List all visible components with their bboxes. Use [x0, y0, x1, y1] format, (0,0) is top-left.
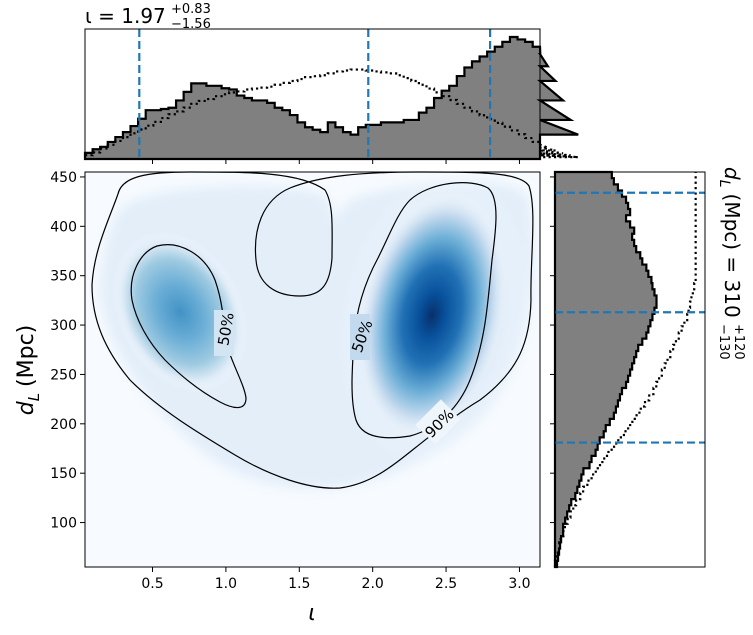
- right-credible-interval-lines: [555, 191, 705, 444]
- x-tick-label: 3.0: [508, 576, 530, 592]
- contour-50-percent-left: [130, 244, 247, 409]
- right-title-rest: (Mpc) = 310: [720, 194, 744, 318]
- top-credible-interval-lines: [138, 29, 492, 159]
- y-axis-label-sub: L: [25, 393, 43, 401]
- contour-label-bg-90: [415, 399, 461, 445]
- top-histogram-bars: [83, 35, 579, 161]
- joint-panel: 50% 50% 90% 0.5 1.0 1.5 2.0 2.5 3.0 100150200…: [14, 170, 541, 626]
- y-axis-label-unit: (Mpc): [14, 325, 39, 387]
- y-tick-label: 350: [50, 269, 77, 285]
- top-marginal-panel: ι = 1.97 +0.83 −1.56: [83, 2, 579, 164]
- contour-label-bg-right: [350, 314, 370, 360]
- right-title-subscript: −130: [716, 324, 731, 360]
- y-tick-label: 300: [50, 318, 77, 334]
- heatmap-right-mode: [356, 191, 508, 439]
- contour-90-percent: [91, 171, 534, 489]
- y-tick-label: 450: [50, 170, 77, 186]
- top-title-base: ι = 1.97: [85, 4, 166, 28]
- top-panel-frame: [84, 28, 541, 160]
- x-tick-label: 0.5: [141, 576, 163, 592]
- top-title: ι = 1.97: [85, 4, 166, 28]
- y-tick-label: 100: [50, 516, 77, 532]
- y-tick-label: 150: [50, 466, 77, 482]
- x-axis-label: ι: [308, 601, 315, 626]
- right-title-sub: L: [716, 180, 732, 188]
- top-title-subscript: −1.56: [171, 17, 211, 32]
- contour-50-percent-right: [351, 182, 497, 439]
- top-posterior-histogram: [83, 35, 579, 161]
- y-tick-label: 400: [50, 219, 77, 235]
- contour-label-bg-left: [214, 310, 234, 356]
- heatmap-density: [99, 172, 534, 489]
- top-title-superscript: +0.83: [171, 2, 211, 17]
- right-panel-tick-marks: [550, 176, 555, 524]
- right-title-superscript: +120: [731, 324, 746, 360]
- x-tick-label: 1.5: [288, 576, 310, 592]
- right-prior-line: [553, 172, 697, 567]
- contour-label-50-left: 50%: [214, 311, 238, 347]
- y-axis-ticks: 100 150 200 250 300 350 400 450: [50, 170, 85, 532]
- y-tick-label: 200: [50, 417, 77, 433]
- x-tick-label: 1.0: [215, 576, 237, 592]
- heatmap-left-mode: [112, 231, 248, 393]
- y-axis-label-main: d: [14, 400, 39, 415]
- right-title: dL (Mpc) = 310 +120 −130: [716, 167, 746, 360]
- x-tick-label: 2.0: [362, 576, 384, 592]
- top-panel-tick-marks: [152, 159, 520, 164]
- joint-panel-frame: [84, 171, 541, 568]
- top-prior-line: [85, 68, 579, 159]
- x-axis-ticks: 0.5 1.0 1.5 2.0 2.5 3.0: [141, 567, 531, 592]
- svg-text:dL(Mpc) = 310: dL (Mpc) = 310: [716, 167, 744, 318]
- right-posterior-histogram: [553, 170, 658, 569]
- y-tick-label: 250: [50, 367, 77, 383]
- right-histogram-bars: [553, 170, 658, 569]
- right-title-main: d: [720, 167, 744, 180]
- x-tick-label: 2.5: [435, 576, 457, 592]
- svg-text:dL(Mpc): dL (Mpc): [14, 325, 43, 416]
- right-marginal-panel: dL (Mpc) = 310 +120 −130: [550, 167, 746, 569]
- right-panel-frame: [554, 171, 706, 568]
- y-axis-label: dL (Mpc): [14, 325, 43, 416]
